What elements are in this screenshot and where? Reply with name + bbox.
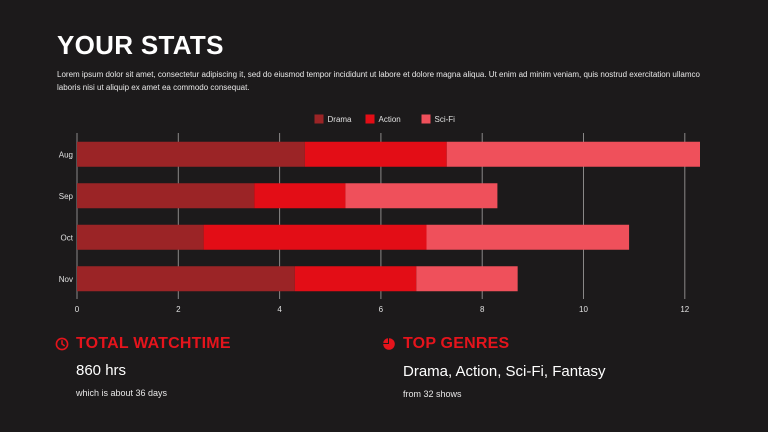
bar-scifi: [446, 141, 700, 167]
bar-drama: [77, 266, 295, 292]
genres-heading: TOP GENRES: [382, 335, 509, 353]
pie-chart-icon: [382, 337, 396, 351]
category-label: Nov: [59, 275, 73, 284]
x-tick-label: 12: [680, 305, 689, 314]
bar-action: [203, 224, 427, 250]
bar-drama: [77, 224, 204, 250]
category-label: Aug: [59, 150, 73, 159]
bar-scifi: [426, 224, 630, 250]
category-label: Oct: [61, 233, 74, 242]
bar-drama: [77, 183, 255, 209]
watchtime-subtext: which is about 36 days: [76, 388, 168, 398]
bar-action: [254, 183, 346, 209]
stacked-bar-chart: 0 2 4 6 8 10 12 Aug Sep Oct Nov Drama Action Sci-Fi: [59, 114, 700, 314]
legend-label: Drama: [328, 115, 353, 124]
clock-icon: [55, 337, 69, 351]
genres-subtext: from 32 shows: [403, 389, 462, 399]
x-tick-label: 8: [480, 305, 485, 314]
watchtime-heading-label: TOTAL WATCHTIME: [76, 335, 231, 352]
bar-action: [304, 141, 447, 167]
x-tick-label: 6: [379, 305, 384, 314]
x-tick-label: 2: [176, 305, 181, 314]
legend-swatch: [421, 114, 431, 124]
watchtime-heading: TOTAL WATCHTIME: [55, 335, 231, 353]
bar-drama: [77, 141, 305, 167]
genres-heading-label: TOP GENRES: [403, 335, 510, 352]
bar-action: [294, 266, 417, 292]
page-description: Lorem ipsum dolor sit amet, consectetur …: [57, 70, 700, 92]
legend-swatch: [314, 114, 324, 124]
x-tick-label: 4: [277, 305, 282, 314]
watchtime-value: 860 hrs: [76, 362, 127, 379]
legend-label: Action: [379, 115, 401, 124]
legend-label: Sci-Fi: [435, 115, 456, 124]
category-label: Sep: [59, 192, 74, 201]
page-title: YOUR STATS: [57, 30, 224, 60]
x-tick-label: 10: [579, 305, 588, 314]
legend-swatch: [365, 114, 375, 124]
bar-scifi: [416, 266, 518, 292]
bar-scifi: [345, 183, 498, 209]
x-tick-label: 0: [75, 305, 80, 314]
genres-value: Drama, Action, Sci-Fi, Fantasy: [403, 363, 606, 380]
